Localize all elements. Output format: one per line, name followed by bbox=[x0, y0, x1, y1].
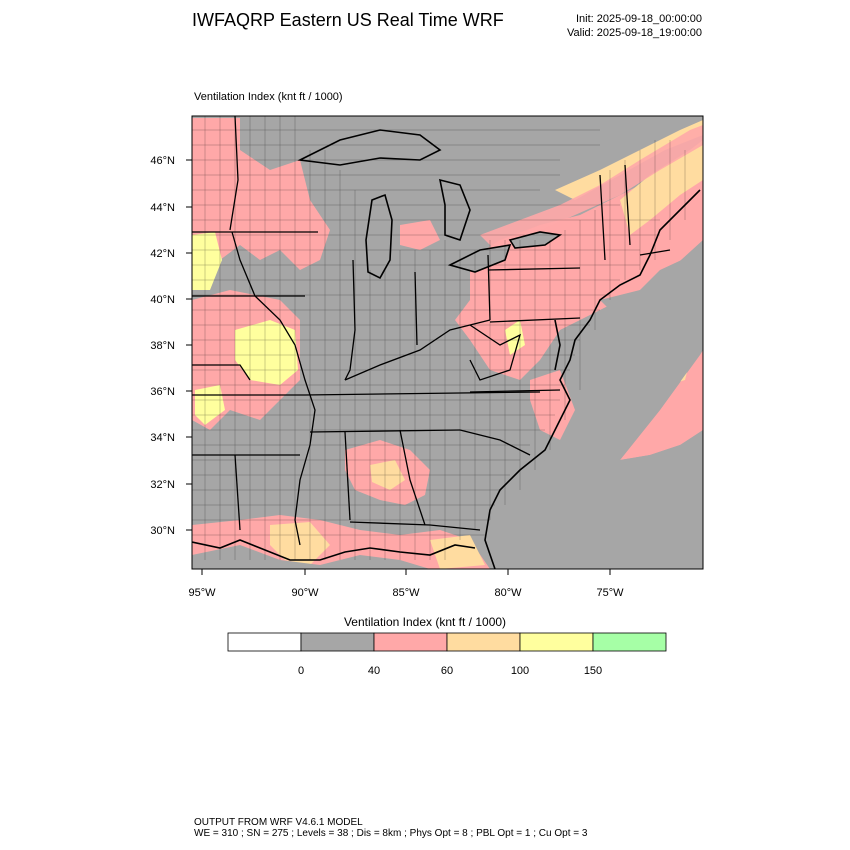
border-tennessee-south bbox=[309, 429, 461, 433]
vent-region-iowa-yellow bbox=[192, 232, 222, 290]
colorbar-swatch bbox=[592, 632, 667, 652]
colorbar-title: Ventilation Index (knt ft / 1000) bbox=[343, 615, 507, 629]
vent-region-canada-pink bbox=[480, 125, 703, 250]
longitude-axis: 95°W 90°W 85°W 80°W 75°W bbox=[188, 569, 624, 599]
colorbar-label: 150 bbox=[584, 665, 602, 677]
colorbar: 0 40 60 100 150 bbox=[227, 632, 667, 677]
gulf-of-mexico bbox=[192, 545, 430, 569]
border-pa-south bbox=[489, 317, 581, 323]
atlantic-ocean bbox=[485, 250, 703, 569]
colorbar-swatch bbox=[519, 632, 594, 652]
vent-region-canada-orange bbox=[555, 120, 703, 200]
lat-label: 42°N bbox=[150, 248, 175, 260]
lake-michigan bbox=[366, 195, 392, 278]
border-kentucky-tennessee bbox=[304, 391, 541, 396]
coastlines bbox=[192, 129, 701, 569]
coastline-lake-superior bbox=[297, 129, 442, 166]
border-mississippi-river bbox=[231, 231, 316, 546]
lon-label: 75°W bbox=[596, 587, 624, 599]
coastline-lake-erie bbox=[447, 243, 512, 273]
coastline-lake-michigan bbox=[365, 193, 393, 280]
lake-huron bbox=[440, 180, 470, 240]
lat-label: 34°N bbox=[150, 432, 175, 444]
border-new-england bbox=[599, 164, 671, 261]
colorbar-swatch bbox=[373, 632, 448, 652]
map-title: IWFAQRP Eastern US Real Time WRF bbox=[192, 10, 504, 30]
vent-region-northeast-orange bbox=[620, 140, 703, 235]
coastline-gulf bbox=[192, 539, 476, 561]
border-missouri bbox=[192, 364, 251, 381]
vent-region-west-yellow bbox=[235, 320, 298, 385]
border-mn-wi bbox=[229, 116, 239, 231]
lat-label: 38°N bbox=[150, 340, 175, 352]
lat-label: 32°N bbox=[150, 479, 175, 491]
border-illinois-indiana bbox=[344, 259, 356, 381]
lat-label: 40°N bbox=[150, 294, 175, 306]
border-indiana-ohio bbox=[414, 271, 418, 346]
colorbar-label: 0 bbox=[298, 665, 304, 677]
border-ms-al bbox=[344, 431, 351, 521]
lat-label: 30°N bbox=[150, 525, 175, 537]
colorbar-swatch bbox=[446, 632, 521, 652]
valid-time: Valid: 2025-09-18_19:00:00 bbox=[567, 27, 702, 39]
county-boundaries bbox=[192, 116, 686, 560]
colorbar-label: 100 bbox=[511, 665, 529, 677]
colorbar-swatch bbox=[300, 632, 375, 652]
colorbar-swatch bbox=[227, 632, 302, 652]
lon-label: 85°W bbox=[392, 587, 420, 599]
coastline-chesapeake bbox=[554, 319, 561, 371]
vent-region-atlantic bbox=[620, 350, 703, 460]
water-bodies bbox=[192, 130, 703, 569]
border-ohio-river bbox=[344, 319, 491, 381]
lon-label: 95°W bbox=[188, 587, 216, 599]
border-florida bbox=[349, 521, 481, 531]
lon-label: 90°W bbox=[291, 587, 319, 599]
lat-label: 44°N bbox=[150, 202, 175, 214]
lat-label: 46°N bbox=[150, 155, 175, 167]
border-carolinas bbox=[459, 429, 531, 456]
state-boundaries bbox=[192, 116, 671, 546]
vent-region-florida-orange bbox=[430, 535, 485, 569]
border-louisiana bbox=[234, 454, 241, 531]
border-pa-ny bbox=[487, 267, 581, 271]
field-label: Ventilation Index (knt ft / 1000) bbox=[194, 91, 343, 103]
colorbar-label: 40 bbox=[368, 665, 380, 677]
border-al-ga bbox=[399, 429, 426, 526]
lon-label: 80°W bbox=[494, 587, 522, 599]
init-time: Init: 2025-09-18_00:00:00 bbox=[576, 13, 702, 25]
latitude-axis: 46°N 44°N 42°N 40°N 38°N 36°N 34°N 32°N 30°N bbox=[150, 155, 192, 537]
map-panel bbox=[192, 116, 703, 569]
footer-model-info: OUTPUT FROM WRF V4.6.1 MODEL bbox=[194, 817, 363, 828]
map-frame bbox=[191, 115, 704, 570]
coastline-lake-ontario bbox=[508, 231, 563, 249]
footer-run-config: WE = 310 ; SN = 275 ; Levels = 38 ; Dis … bbox=[194, 828, 588, 839]
colorbar-label: 60 bbox=[441, 665, 453, 677]
border-va-nc bbox=[469, 389, 561, 393]
lat-label: 36°N bbox=[150, 386, 175, 398]
coastline-lake-huron bbox=[438, 178, 471, 242]
lake-superior bbox=[300, 130, 440, 165]
coastline-atlantic bbox=[484, 189, 701, 569]
lake-erie bbox=[450, 245, 510, 272]
border-wv bbox=[469, 324, 522, 381]
